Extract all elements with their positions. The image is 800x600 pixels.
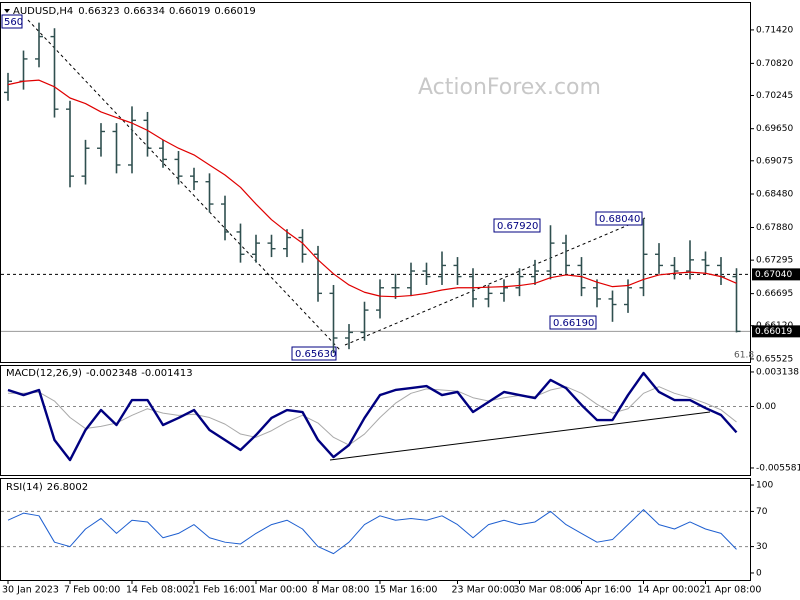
y-tick-label: -0.005581 bbox=[756, 463, 800, 473]
y-tick-label: 0.00 bbox=[756, 402, 776, 412]
annotation-box bbox=[549, 315, 597, 330]
level-label-box bbox=[752, 268, 800, 281]
y-tick-label: 70 bbox=[756, 507, 768, 517]
y-tick-label: 0.71420 bbox=[756, 25, 793, 35]
annotations: 560 0.65630 0.67920 0.68040 0.66190 61.8 bbox=[1, 14, 754, 361]
y-tick-label: 0 bbox=[756, 568, 762, 578]
macd-line bbox=[7, 371, 738, 462]
y-tick-label: 0.68480 bbox=[756, 190, 793, 200]
y-tick-label: 0.66695 bbox=[756, 289, 793, 299]
x-tick-label: 6 Apr 16:00 bbox=[576, 585, 632, 596]
rsi-line bbox=[7, 509, 737, 555]
x-tick-label: 1 Mar 00:00 bbox=[250, 585, 307, 596]
x-tick-label: 14 Apr 00:00 bbox=[638, 585, 700, 596]
y-tick-label: 0.69075 bbox=[756, 156, 793, 166]
menu-arrow bbox=[4, 9, 10, 13]
high: 0.66334 bbox=[124, 6, 165, 17]
rsi-title: RSI(14) 26.8002 bbox=[6, 482, 88, 493]
x-tick-label: 8 Mar 08:00 bbox=[312, 585, 369, 596]
signal-value: -0.001413 bbox=[141, 368, 192, 379]
level-label: 0.67040 bbox=[755, 270, 792, 280]
x-tick-label: 23 Mar 00:00 bbox=[452, 585, 515, 596]
y-tick-label: 0.70820 bbox=[756, 59, 793, 69]
trend-line bbox=[27, 19, 341, 351]
y-tick-label: 0.67295 bbox=[756, 256, 793, 266]
y-tick-label: 0.70245 bbox=[756, 91, 793, 101]
rsi-value: 26.8002 bbox=[47, 482, 88, 493]
open: 0.66323 bbox=[78, 6, 119, 17]
x-tick-label: 30 Mar 08:00 bbox=[514, 585, 577, 596]
trend-line bbox=[344, 217, 646, 346]
symbol: AUDUSD,H4 bbox=[13, 6, 73, 17]
annotation-box bbox=[291, 346, 337, 361]
x-tick-label: 21 Feb 16:00 bbox=[188, 585, 250, 596]
header: AUDUSD,H4 0.66323 0.66334 0.66019 0.66019 bbox=[13, 6, 256, 17]
macd-trend-line bbox=[329, 411, 711, 461]
signal-line bbox=[8, 386, 737, 446]
y-tick-label: 0.65525 bbox=[756, 354, 793, 364]
moving-average bbox=[7, 79, 737, 298]
x-tick-label: 21 Apr 08:00 bbox=[700, 585, 762, 596]
annotation: 0.68040 bbox=[599, 214, 640, 225]
x-tick-label: 30 Jan 2023 bbox=[2, 585, 59, 596]
annotation: 0.66190 bbox=[553, 318, 594, 329]
macd-name: MACD(12,26,9) bbox=[6, 368, 82, 379]
macd-title: MACD(12,26,9) -0.002348 -0.001413 bbox=[6, 368, 193, 379]
y-tick-label: 0.003138 bbox=[756, 367, 799, 377]
low: 0.66019 bbox=[169, 6, 210, 17]
level-label: 0.66019 bbox=[755, 327, 792, 337]
rsi-pane bbox=[0, 478, 751, 581]
x-tick-label: 7 Feb 00:00 bbox=[64, 585, 120, 596]
annotation-box bbox=[595, 211, 643, 226]
x-tick-label: 15 Mar 16:00 bbox=[374, 585, 437, 596]
y-tick-label: 0.69650 bbox=[756, 124, 793, 134]
annotation-box bbox=[1, 14, 23, 29]
macd-value: -0.002348 bbox=[86, 368, 137, 379]
annotation-box bbox=[493, 218, 541, 233]
y-tick-label: 30 bbox=[756, 542, 768, 552]
annotation: 560 bbox=[4, 17, 23, 28]
main-pane bbox=[0, 2, 751, 363]
annotation: 0.65630 bbox=[295, 349, 336, 360]
x-tick-label: 14 Feb 08:00 bbox=[126, 585, 188, 596]
watermark: ActionForex.com bbox=[418, 75, 601, 100]
y-tick-label: 0.67880 bbox=[756, 223, 793, 233]
level-label-box bbox=[752, 325, 800, 338]
macd-pane bbox=[0, 365, 751, 476]
fib-label: 61.8 bbox=[734, 351, 754, 361]
y-tick-label: 100 bbox=[756, 481, 773, 491]
annotation: 0.67920 bbox=[497, 221, 538, 232]
rsi-name: RSI(14) bbox=[6, 482, 43, 493]
close: 0.66019 bbox=[214, 6, 255, 17]
